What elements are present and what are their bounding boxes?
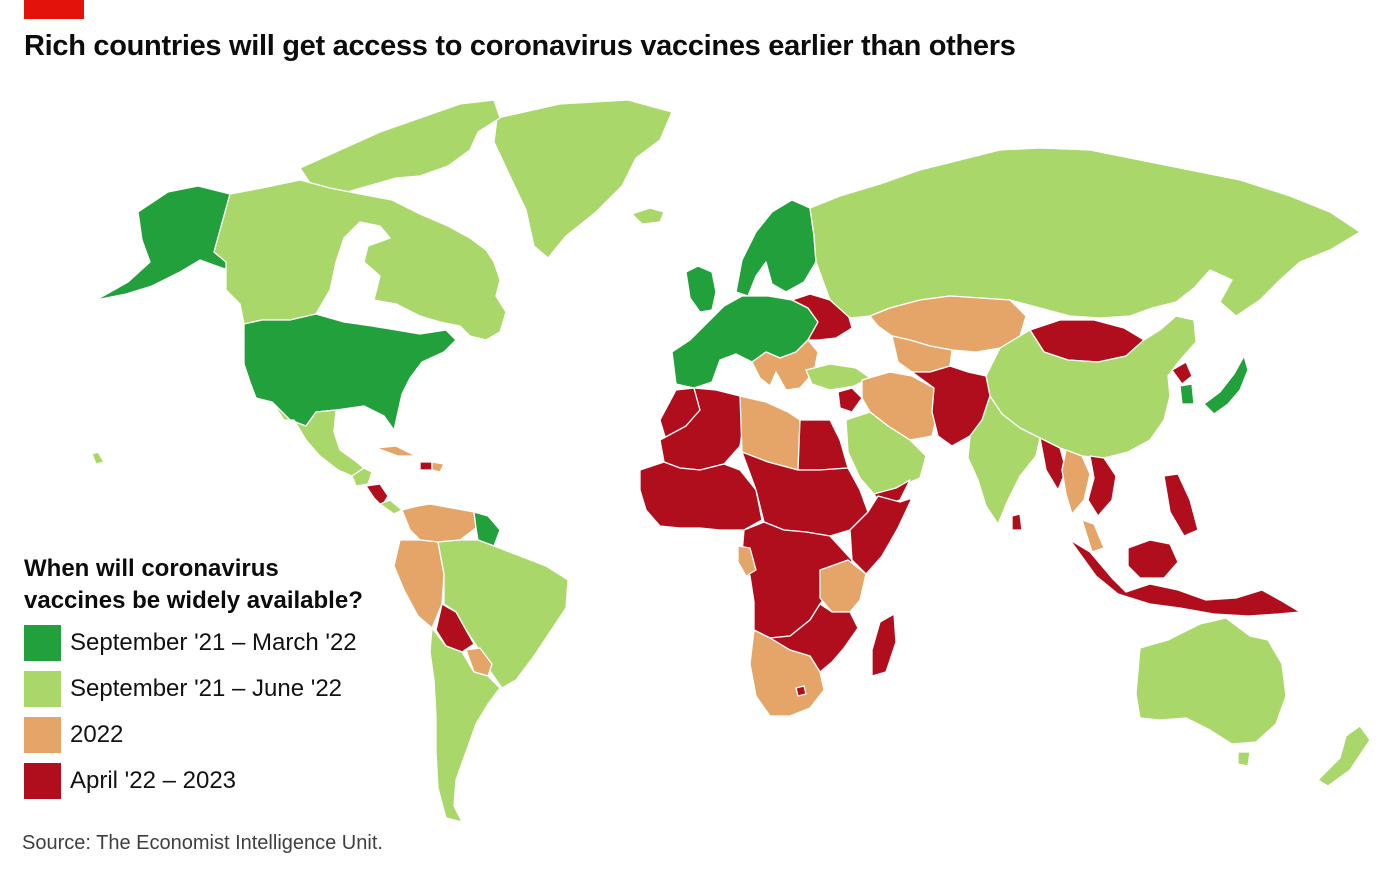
legend-heading-line1: When will coronavirus xyxy=(24,555,279,582)
legend-swatch xyxy=(24,717,61,753)
map-legend: When will coronavirus vaccines be widely… xyxy=(24,553,363,809)
legend-item-apr22-2023: April '22 – 2023 xyxy=(24,763,363,799)
brand-tag xyxy=(24,0,84,19)
region-lesotho xyxy=(795,685,807,697)
region-greenland xyxy=(493,99,673,259)
region-vietnam-cambodia xyxy=(1087,455,1117,517)
region-japan xyxy=(1203,355,1249,415)
legend-label: 2022 xyxy=(70,721,124,748)
region-bolivia xyxy=(435,603,475,653)
region-malaysia xyxy=(1081,519,1105,553)
region-horn-of-africa xyxy=(849,495,913,575)
region-australia xyxy=(1135,617,1287,745)
region-canada xyxy=(213,179,507,341)
region-haiti xyxy=(419,461,433,471)
region-borneo xyxy=(1127,539,1179,579)
legend-item-sep21-mar22: September '21 – March '22 xyxy=(24,625,363,661)
region-panama xyxy=(379,499,403,515)
region-mexico xyxy=(271,401,365,477)
source-note: Source: The Economist Intelligence Unit. xyxy=(22,832,383,854)
region-canada-arctic xyxy=(299,99,501,195)
legend-label: September '21 – June '22 xyxy=(70,675,343,702)
legend-label: April '22 – 2023 xyxy=(70,767,237,794)
region-south-korea xyxy=(1179,383,1195,405)
chart-title: Rich countries will get access to corona… xyxy=(24,30,1016,62)
region-india xyxy=(967,395,1041,525)
legend-swatch xyxy=(24,671,61,707)
region-usa xyxy=(243,313,457,431)
region-madagascar xyxy=(871,613,897,677)
legend-heading-line2: vaccines be widely available? xyxy=(24,587,363,614)
region-cuba xyxy=(375,445,417,457)
region-indonesia xyxy=(1069,539,1301,617)
region-hawaii xyxy=(91,451,105,465)
legend-swatch xyxy=(24,625,61,661)
legend-item-2022: 2022 xyxy=(24,717,363,753)
region-kenya-tanzania xyxy=(819,559,867,613)
region-cameroon-gabon xyxy=(737,545,757,577)
region-turkey xyxy=(805,363,871,391)
region-tasmania xyxy=(1237,751,1251,767)
region-egypt xyxy=(797,419,849,471)
region-peru-ecuador xyxy=(393,539,445,629)
region-west-africa xyxy=(639,461,763,531)
region-dominican xyxy=(431,461,445,473)
region-uk-ireland xyxy=(685,265,717,313)
region-colombia-venezuela xyxy=(401,503,477,543)
region-levant xyxy=(837,387,863,413)
region-new-zealand xyxy=(1317,725,1371,787)
region-southern-cone xyxy=(429,627,501,823)
region-iran-iraq xyxy=(861,371,939,441)
region-thailand-laos xyxy=(1061,449,1091,515)
region-bangladesh-myanmar xyxy=(1039,437,1067,491)
region-iceland xyxy=(631,207,665,225)
region-paraguay xyxy=(465,647,493,677)
region-sri-lanka xyxy=(1011,513,1023,531)
legend-heading: When will coronavirus vaccines be widely… xyxy=(24,553,363,617)
region-central-america-south xyxy=(365,483,389,507)
region-arabia xyxy=(845,411,927,495)
legend-label: September '21 – March '22 xyxy=(70,629,357,656)
region-scandinavia xyxy=(735,199,817,297)
region-north-korea xyxy=(1171,361,1193,385)
region-philippines xyxy=(1163,473,1199,537)
region-central-america-north xyxy=(351,467,373,487)
legend-item-sep21-jun22: September '21 – June '22 xyxy=(24,671,363,707)
region-alaska xyxy=(95,185,237,301)
region-russia xyxy=(809,147,1361,319)
legend-swatch xyxy=(24,763,61,799)
